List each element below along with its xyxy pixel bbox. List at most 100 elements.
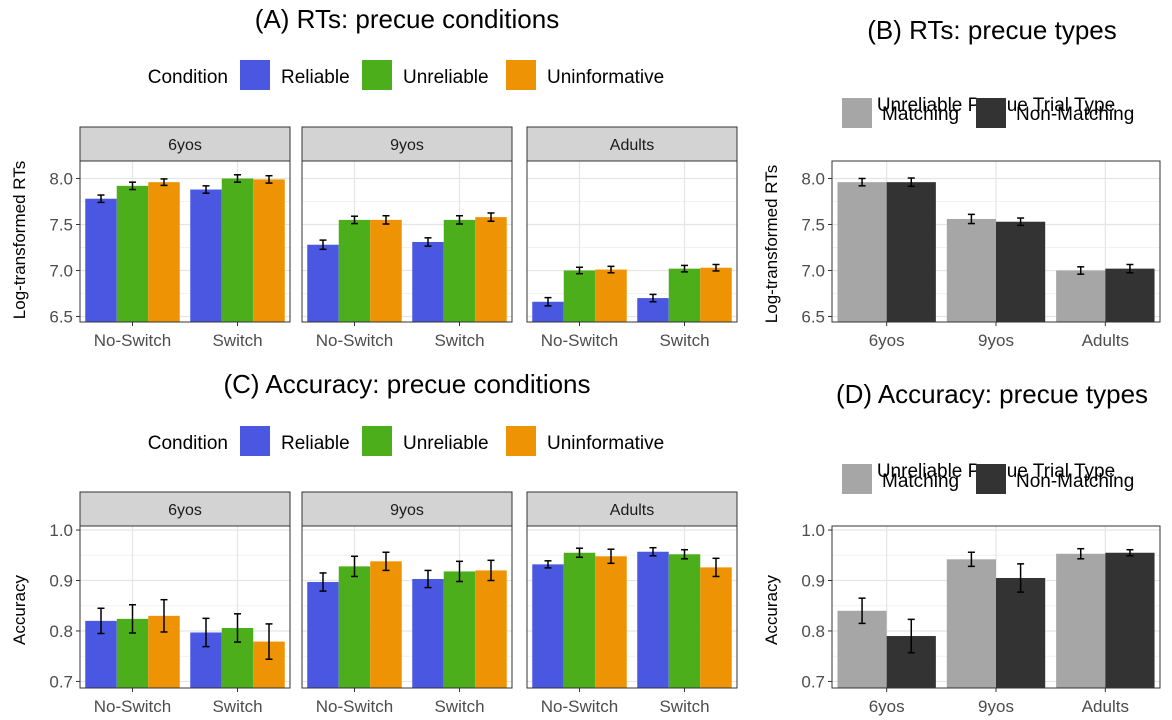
panel-d-x-tick-label-9yos: 9yos bbox=[978, 697, 1014, 716]
panel-a-facet-6yos: 6yos No-Switch Switch 6.5 7.0 7.5 8.0 bbox=[49, 126, 291, 350]
panel-a-title: (A) RTs: precue conditions bbox=[255, 4, 559, 34]
panel-c-bar-9yos-no-switch-reliable bbox=[307, 582, 339, 688]
panel-d-plot: 6yos 9yos Adults 0.7 0.8 0.9 1.0 bbox=[801, 521, 1161, 716]
panel-a-bar-adults-no-switch-uninformative bbox=[595, 269, 627, 322]
panel-c-x-tick-label-no-switch: No-Switch bbox=[316, 697, 393, 716]
legend-c-title: Condition bbox=[148, 433, 228, 454]
legend-a-swatch-uninformative bbox=[506, 60, 536, 90]
legend-a-swatch-reliable bbox=[240, 60, 270, 90]
panel-c-facet-6yos: 6yos No-Switch Switch 0.7 0.8 0.9 1.0 bbox=[49, 491, 291, 716]
legend-d-swatch-nonmatching bbox=[976, 464, 1006, 494]
panel-b-x-tick-label-6yos: 6yos bbox=[869, 331, 905, 350]
panel-a-bar-9yos-switch-uninformative bbox=[475, 217, 507, 322]
legend-c: Condition Reliable Unreliable Uninformat… bbox=[148, 426, 664, 456]
panel-a-panel-border-adults bbox=[526, 160, 738, 323]
panel-a-y-axis-title: Log-transformed RTs bbox=[10, 161, 29, 319]
panel-d-bar-9yos-non-matching bbox=[996, 577, 1046, 688]
panel-a-bar-6yos-switch-reliable bbox=[190, 189, 222, 322]
panel-a-plot: 6yos No-Switch Switch 6.5 7.0 7.5 8.0 9yos No-Sw… bbox=[49, 126, 738, 350]
panel-d-bar-9yos-matching bbox=[946, 559, 996, 688]
panel-a-x-tick-label-no-switch: No-Switch bbox=[541, 331, 618, 350]
panel-c-strip-label-adults: Adults bbox=[610, 502, 654, 519]
panel-c-strip-label-9yos: 9yos bbox=[390, 502, 424, 519]
panel-a-bar-6yos-no-switch-uninformative bbox=[148, 182, 180, 322]
legend-c-swatch-reliable bbox=[240, 426, 270, 456]
panel-c-bar-9yos-switch-unreliable bbox=[443, 571, 476, 688]
panel-c-x-tick-label-switch: Switch bbox=[212, 697, 262, 716]
panel-a-y-tick-label: 7.5 bbox=[49, 215, 73, 234]
panel-a-bar-6yos-switch-unreliable bbox=[221, 178, 254, 322]
panel-a-bar-adults-switch-reliable bbox=[637, 298, 669, 322]
panel-c-y-tick-label: 1.0 bbox=[49, 521, 73, 540]
legend-a-swatch-unreliable bbox=[362, 60, 392, 90]
panel-b-title: (B) RTs: precue types bbox=[867, 15, 1117, 45]
legend-a-label-reliable: Reliable bbox=[281, 67, 350, 88]
panel-a-strip-9yos bbox=[301, 126, 513, 162]
panel-a-facet-9yos: 9yos No-Switch Switch bbox=[301, 126, 513, 350]
panel-d-x-tick-label-adults: Adults bbox=[1082, 697, 1129, 716]
panel-c-y-axis-title: Accuracy bbox=[10, 575, 29, 645]
legend-d-label-nonmatching: Non-Matching bbox=[1016, 471, 1134, 492]
panel-a-bar-adults-no-switch-unreliable bbox=[563, 270, 596, 322]
panel-c-plot: 6yos No-Switch Switch 0.7 0.8 0.9 1.0 9yos No-Sw… bbox=[49, 491, 738, 716]
panel-c-facet-9yos: 9yos No-Switch Switch bbox=[301, 491, 513, 716]
panel-c-y-tick-label: 0.9 bbox=[49, 572, 73, 591]
legend-c-label-reliable: Reliable bbox=[281, 433, 350, 454]
panel-a-bar-adults-switch-unreliable bbox=[668, 268, 701, 322]
panel-a-bar-6yos-switch-uninformative bbox=[253, 179, 285, 322]
panel-b-x-tick-label-adults: Adults bbox=[1082, 331, 1129, 350]
panel-c-bar-adults-no-switch-uninformative bbox=[595, 556, 627, 688]
panel-b-x-tick-label-9yos: 9yos bbox=[978, 331, 1014, 350]
legend-b-label-matching: Matching bbox=[882, 104, 959, 125]
panel-a-bar-6yos-no-switch-reliable bbox=[85, 198, 117, 322]
panel-b-bar-adults-non-matching bbox=[1105, 268, 1155, 322]
panel-d-y-tick-label: 0.8 bbox=[801, 622, 825, 641]
panel-c-bar-adults-no-switch-unreliable bbox=[563, 552, 596, 688]
legend-a-label-uninformative: Uninformative bbox=[547, 67, 664, 88]
panel-c-y-tick-label: 0.8 bbox=[49, 622, 73, 641]
panel-c-bar-adults-switch-reliable bbox=[637, 551, 669, 688]
panel-a-x-tick-label-switch: Switch bbox=[212, 331, 262, 350]
panel-c-strip-9yos bbox=[301, 491, 513, 527]
panel-b-plot: 6yos 9yos Adults 6.5 7.0 7.5 8.0 bbox=[801, 160, 1161, 350]
panel-a-y-tick-label: 7.0 bbox=[49, 261, 73, 280]
panel-a-bar-9yos-switch-reliable bbox=[412, 241, 444, 322]
legend-b: Unreliable Precue Trial Type Matching No… bbox=[842, 95, 1134, 128]
panel-c-x-tick-label-switch: Switch bbox=[659, 697, 709, 716]
panel-d-bar-adults-matching bbox=[1056, 553, 1106, 688]
panel-a-bar-9yos-no-switch-reliable bbox=[307, 244, 339, 322]
panel-d-y-axis-title: Accuracy bbox=[762, 575, 781, 645]
panel-c-y-tick-label: 0.7 bbox=[49, 672, 73, 691]
panel-a-y-tick-label: 8.0 bbox=[49, 169, 73, 188]
panel-a-facet-adults: Adults No-Switch Switch bbox=[526, 126, 738, 350]
panel-c-bar-adults-switch-unreliable bbox=[668, 554, 701, 688]
legend-c-label-unreliable: Unreliable bbox=[403, 433, 489, 454]
panel-c-bar-9yos-switch-uninformative bbox=[475, 570, 507, 688]
legend-c-label-uninformative: Uninformative bbox=[547, 433, 664, 454]
legend-a: Condition Reliable Unreliable Uninformat… bbox=[148, 60, 664, 90]
panel-b-y-tick-label: 6.5 bbox=[801, 307, 825, 326]
legend-c-swatch-unreliable bbox=[362, 426, 392, 456]
panel-c-bar-9yos-switch-reliable bbox=[412, 578, 444, 688]
panel-d-x-tick-label-6yos: 6yos bbox=[869, 697, 905, 716]
panel-c-panel-border-adults bbox=[526, 525, 738, 689]
panel-a-x-tick-label-switch: Switch bbox=[434, 331, 484, 350]
panel-a-bar-9yos-no-switch-unreliable bbox=[338, 219, 371, 322]
panel-c-bar-adults-switch-uninformative bbox=[700, 567, 732, 688]
legend-b-swatch-matching bbox=[842, 98, 872, 128]
panel-a-x-tick-label-no-switch: No-Switch bbox=[94, 331, 171, 350]
panel-c-panel-border-6yos bbox=[79, 525, 291, 689]
legend-c-swatch-uninformative bbox=[506, 426, 536, 456]
panel-a-bar-9yos-switch-unreliable bbox=[443, 219, 476, 322]
legend-d-label-matching: Matching bbox=[882, 471, 959, 492]
panel-b-y-tick-label: 8.0 bbox=[801, 169, 825, 188]
panel-a-strip-label-adults: Adults bbox=[610, 137, 654, 154]
legend-d: Unreliable Precue Trial Type Matching No… bbox=[842, 461, 1134, 494]
panel-c-x-tick-label-no-switch: No-Switch bbox=[94, 697, 171, 716]
panel-a-x-tick-label-no-switch: No-Switch bbox=[316, 331, 393, 350]
panel-b-bar-6yos-non-matching bbox=[886, 182, 936, 322]
legend-d-swatch-matching bbox=[842, 464, 872, 494]
panel-a-bar-6yos-no-switch-unreliable bbox=[116, 185, 149, 322]
panel-c-strip-6yos bbox=[79, 491, 291, 527]
